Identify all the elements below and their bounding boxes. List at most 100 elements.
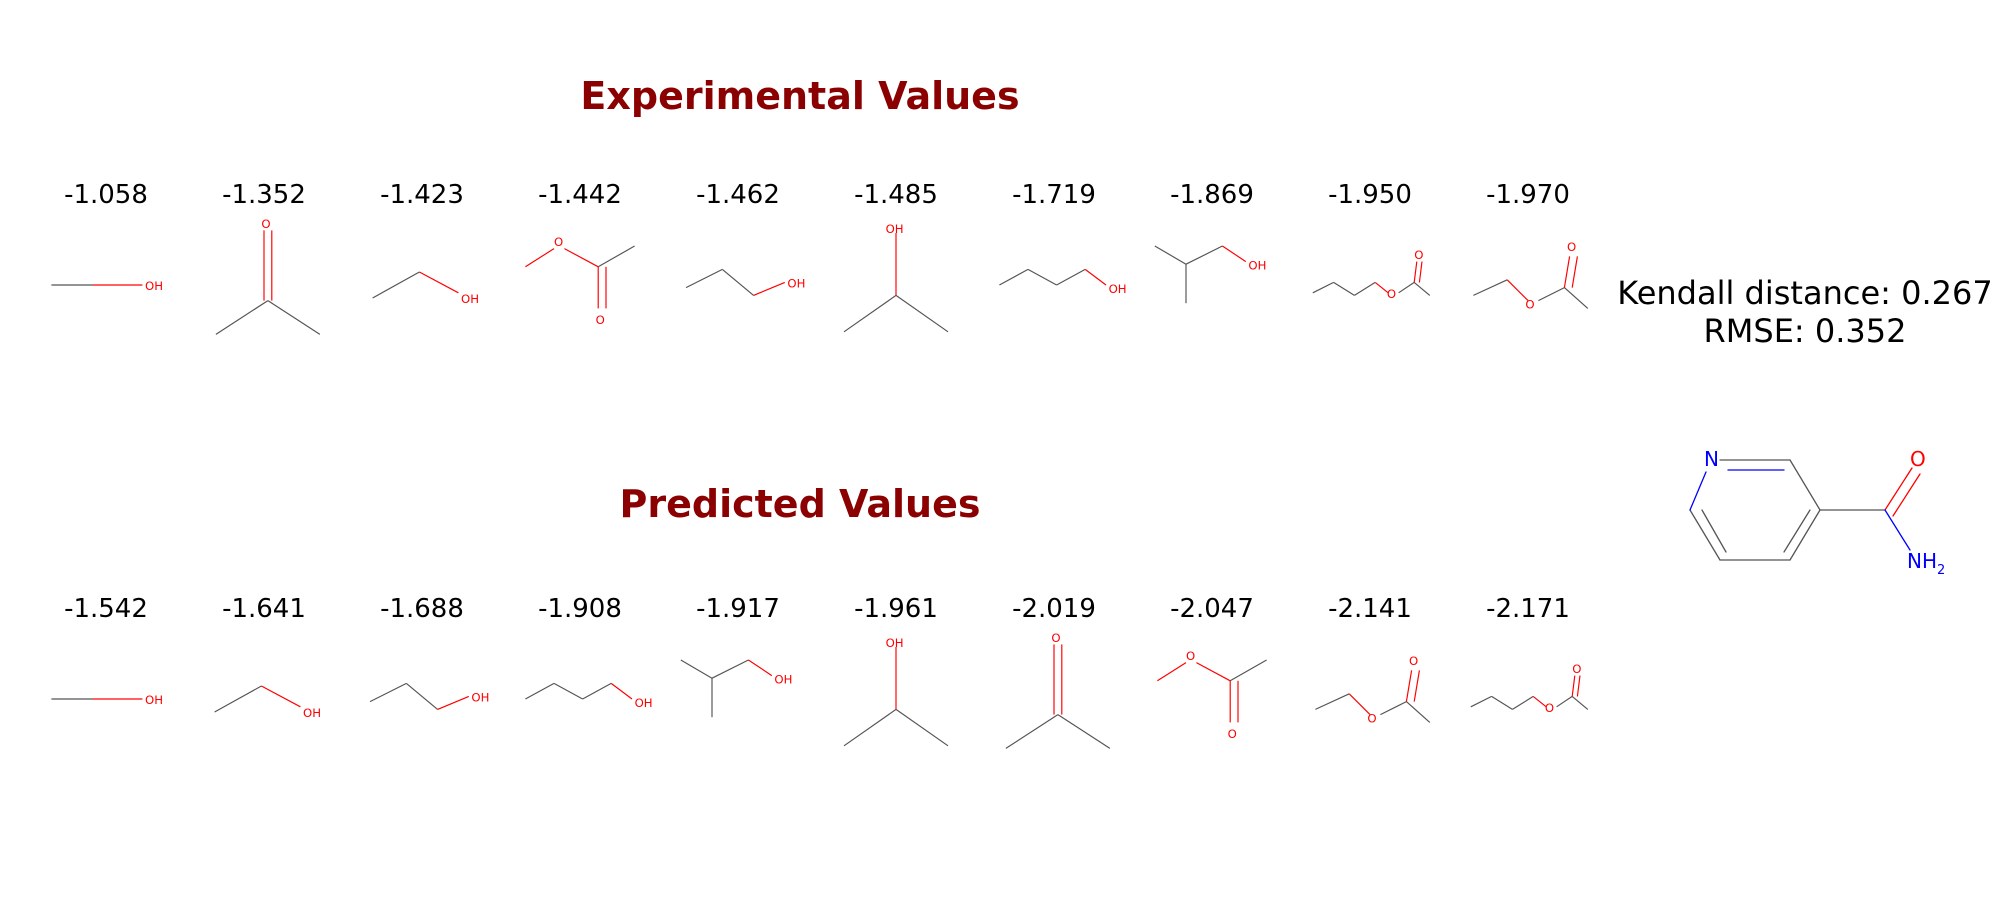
predicted-item-1: -1.542 OH — [27, 586, 185, 776]
experimental-value: -1.423 — [380, 180, 464, 210]
butyl-acetate-structure: OO — [1470, 662, 1589, 715]
bond — [999, 268, 1029, 286]
atom-label: OH — [471, 691, 489, 705]
ethyl-acetate-structure: OO — [1315, 654, 1431, 725]
bond — [1418, 261, 1423, 283]
atom-label: OH — [774, 672, 792, 686]
bond — [1538, 287, 1565, 302]
atom-label: OH — [886, 222, 904, 236]
atom-label: O — [1545, 701, 1554, 715]
bond — [525, 682, 555, 700]
experimental-value: -1.058 — [64, 180, 148, 210]
bond — [753, 281, 786, 296]
propanol-structure: OH — [369, 682, 489, 710]
bond — [1154, 245, 1187, 265]
bond — [1405, 670, 1413, 702]
oxygen-label: O — [1910, 447, 1926, 471]
bond — [895, 708, 949, 747]
bond — [1413, 670, 1420, 702]
atom-label: OH — [635, 696, 653, 710]
experimental-item-7: -1.719 OH — [975, 172, 1133, 362]
methanol-structure: OH — [51, 279, 163, 293]
predicted-row: -1.542 OH -1.641 OH -1.688 OH -1.908 OH -1.917 OH… — [0, 586, 1600, 776]
predicted-values-title: Predicted Values — [619, 482, 981, 526]
methyl-acetate-structure: OO — [525, 235, 635, 327]
bond — [1229, 659, 1267, 682]
experimental-item-8: -1.869 OH — [1133, 172, 1291, 362]
atom-label: O — [261, 217, 270, 231]
predicted-item-3: -1.688 OH — [343, 586, 501, 776]
experimental-value: -1.352 — [222, 180, 306, 210]
isobutanol-structure: OH — [1154, 245, 1266, 304]
butanol-structure: OH — [999, 268, 1127, 296]
nicotinamide-structure: N O NH2 — [1689, 447, 1945, 578]
atom-label: OH — [1109, 282, 1127, 296]
predicted-item-10: -2.171 O O — [1449, 586, 1607, 776]
bond — [843, 294, 897, 333]
experimental-item-4: -1.442 O O — [501, 172, 659, 362]
experimental-item-6: -1.485 OH — [817, 172, 975, 362]
bond — [1084, 268, 1107, 286]
predicted-value: -2.019 — [1012, 594, 1096, 624]
bond — [564, 248, 599, 268]
atom-label: OH — [145, 693, 163, 707]
predicted-value: -2.047 — [1170, 594, 1254, 624]
acetone-structure: O — [1005, 631, 1111, 749]
bond — [1005, 714, 1059, 749]
atom-label: OH — [145, 279, 163, 293]
atom-label: O — [1186, 649, 1195, 663]
bond — [553, 682, 583, 700]
experimental-item-3: -1.423 OH — [343, 172, 501, 362]
bond — [1057, 714, 1111, 749]
predicted-value: -1.542 — [64, 594, 148, 624]
atom-label: O — [1572, 662, 1581, 676]
atom-label: O — [1228, 727, 1237, 741]
metrics-panel: Kendall distance: 0.267 RMSE: 0.352 — [1610, 274, 2000, 350]
predicted-item-9: -2.141 O O — [1291, 586, 1449, 776]
predicted-value: -1.917 — [696, 594, 780, 624]
atom-label: OH — [461, 292, 479, 306]
bond — [610, 682, 633, 700]
bond — [1473, 279, 1508, 296]
nitrogen-label: N — [1704, 447, 1719, 471]
bond — [1333, 281, 1355, 296]
experimental-value: -1.950 — [1328, 180, 1412, 210]
propanol-structure: OH — [685, 268, 805, 296]
bond — [1576, 675, 1581, 697]
predicted-item-2: -1.641 OH — [185, 586, 343, 776]
bond — [895, 294, 949, 333]
predicted-item-5: -1.917 OH — [659, 586, 817, 776]
atom-label: O — [1387, 287, 1396, 301]
bond — [1556, 695, 1573, 708]
bond — [1491, 695, 1513, 710]
bond — [1571, 695, 1589, 710]
atom-label: O — [1414, 248, 1423, 262]
bond — [261, 685, 301, 708]
atom-label: O — [1367, 711, 1376, 725]
bond — [437, 695, 470, 710]
bond — [1571, 256, 1578, 288]
bond — [1532, 695, 1547, 708]
kendall-distance: Kendall distance: 0.267 — [1617, 274, 1993, 312]
bond — [843, 708, 897, 747]
atom-label: O — [1525, 297, 1534, 311]
experimental-item-2: -1.352 O — [185, 172, 343, 362]
bond — [680, 659, 713, 679]
experimental-item-1: -1.058 OH — [27, 172, 185, 362]
bond — [1374, 281, 1389, 294]
amine-label: NH2 — [1907, 549, 1945, 578]
bond — [711, 659, 749, 679]
bond — [1413, 261, 1418, 283]
predicted-value: -1.688 — [380, 594, 464, 624]
bond — [214, 685, 262, 713]
predicted-value: -2.141 — [1328, 594, 1412, 624]
experimental-value: -1.869 — [1170, 180, 1254, 210]
bond — [1222, 245, 1247, 263]
bond — [748, 659, 773, 677]
bond — [1196, 662, 1231, 682]
bond — [1157, 662, 1187, 682]
atom-label: O — [1567, 240, 1576, 254]
experimental-value: -1.970 — [1486, 180, 1570, 210]
atom-label: O — [554, 235, 563, 249]
bond — [1056, 268, 1086, 286]
